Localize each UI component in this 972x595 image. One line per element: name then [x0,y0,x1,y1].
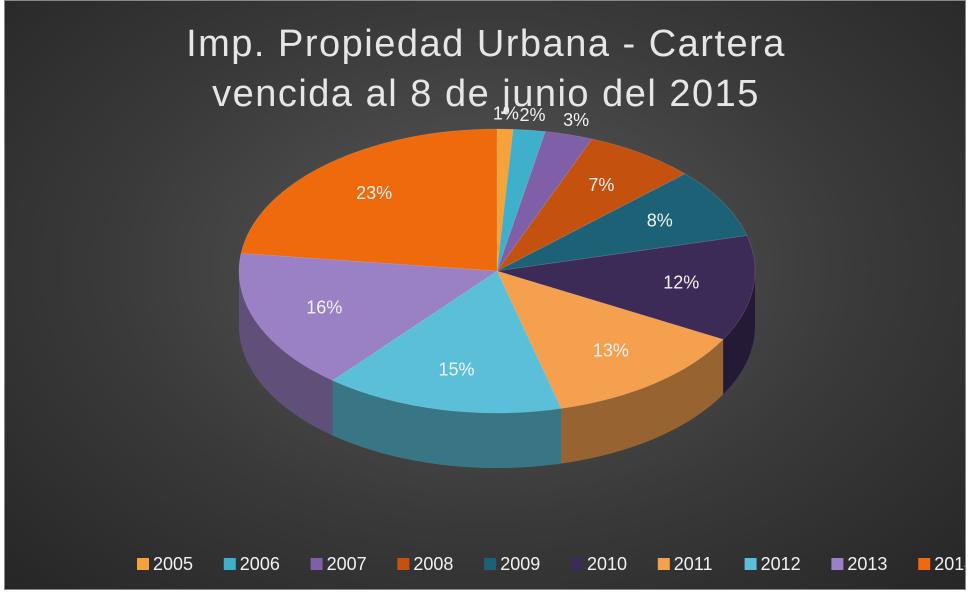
legend-label: 2009 [500,554,540,574]
slice-side [239,271,333,436]
legend-swatch [831,558,844,570]
legend-swatch [223,558,236,570]
slice [496,138,686,272]
legend-swatch [310,558,323,570]
slice [331,270,562,414]
slice [238,252,499,381]
plot: 1% 2% 3% 7% 8% 12% 13% 15% 16% 23% 2005 2006 2007 200… [137,104,966,574]
legend-swatch [657,558,670,570]
legend-swatch [744,558,757,570]
chart: Imp. Propiedad Urbana - Cartera vencida … [4,0,966,590]
data-label: 8% [647,210,673,230]
chart-title: Imp. Propiedad Urbana - Cartera vencida … [186,23,786,115]
legend-label: 2006 [240,554,280,574]
legend-label: 2012 [761,554,801,574]
data-label: 1% [493,104,519,124]
legend-swatch [918,558,931,570]
slice [496,128,546,272]
data-label: 2% [520,105,546,125]
legend-label: 2014 [934,554,966,574]
data-label: 12% [663,273,699,293]
slice-side [723,271,755,395]
slice [240,128,498,272]
data-label: 13% [593,341,629,361]
side-shade [723,271,755,395]
legend-label: 2011 [674,554,713,574]
slice [496,270,724,409]
slice-side [561,339,724,464]
legend-label: 2007 [327,554,367,574]
slice [496,131,593,272]
data-label: 23% [356,183,392,203]
side-shade [239,271,333,436]
legend-swatch [571,558,583,570]
slice-side [332,380,562,468]
legend-label: 2008 [413,554,453,574]
data-label: 16% [306,297,342,317]
data-label: 7% [588,175,614,195]
data-label: 15% [438,360,474,380]
legend-swatch [137,558,149,570]
slice [496,235,756,340]
data-label: 3% [563,110,589,130]
legend-swatch [484,558,497,570]
slice [496,128,514,272]
side-shade [332,380,562,468]
legend-label: 2005 [153,554,193,574]
legend-label: 2013 [847,554,887,574]
side-shade [561,339,724,464]
legend-swatch [397,558,410,570]
slice [496,173,748,272]
legend-label: 2010 [587,554,627,574]
